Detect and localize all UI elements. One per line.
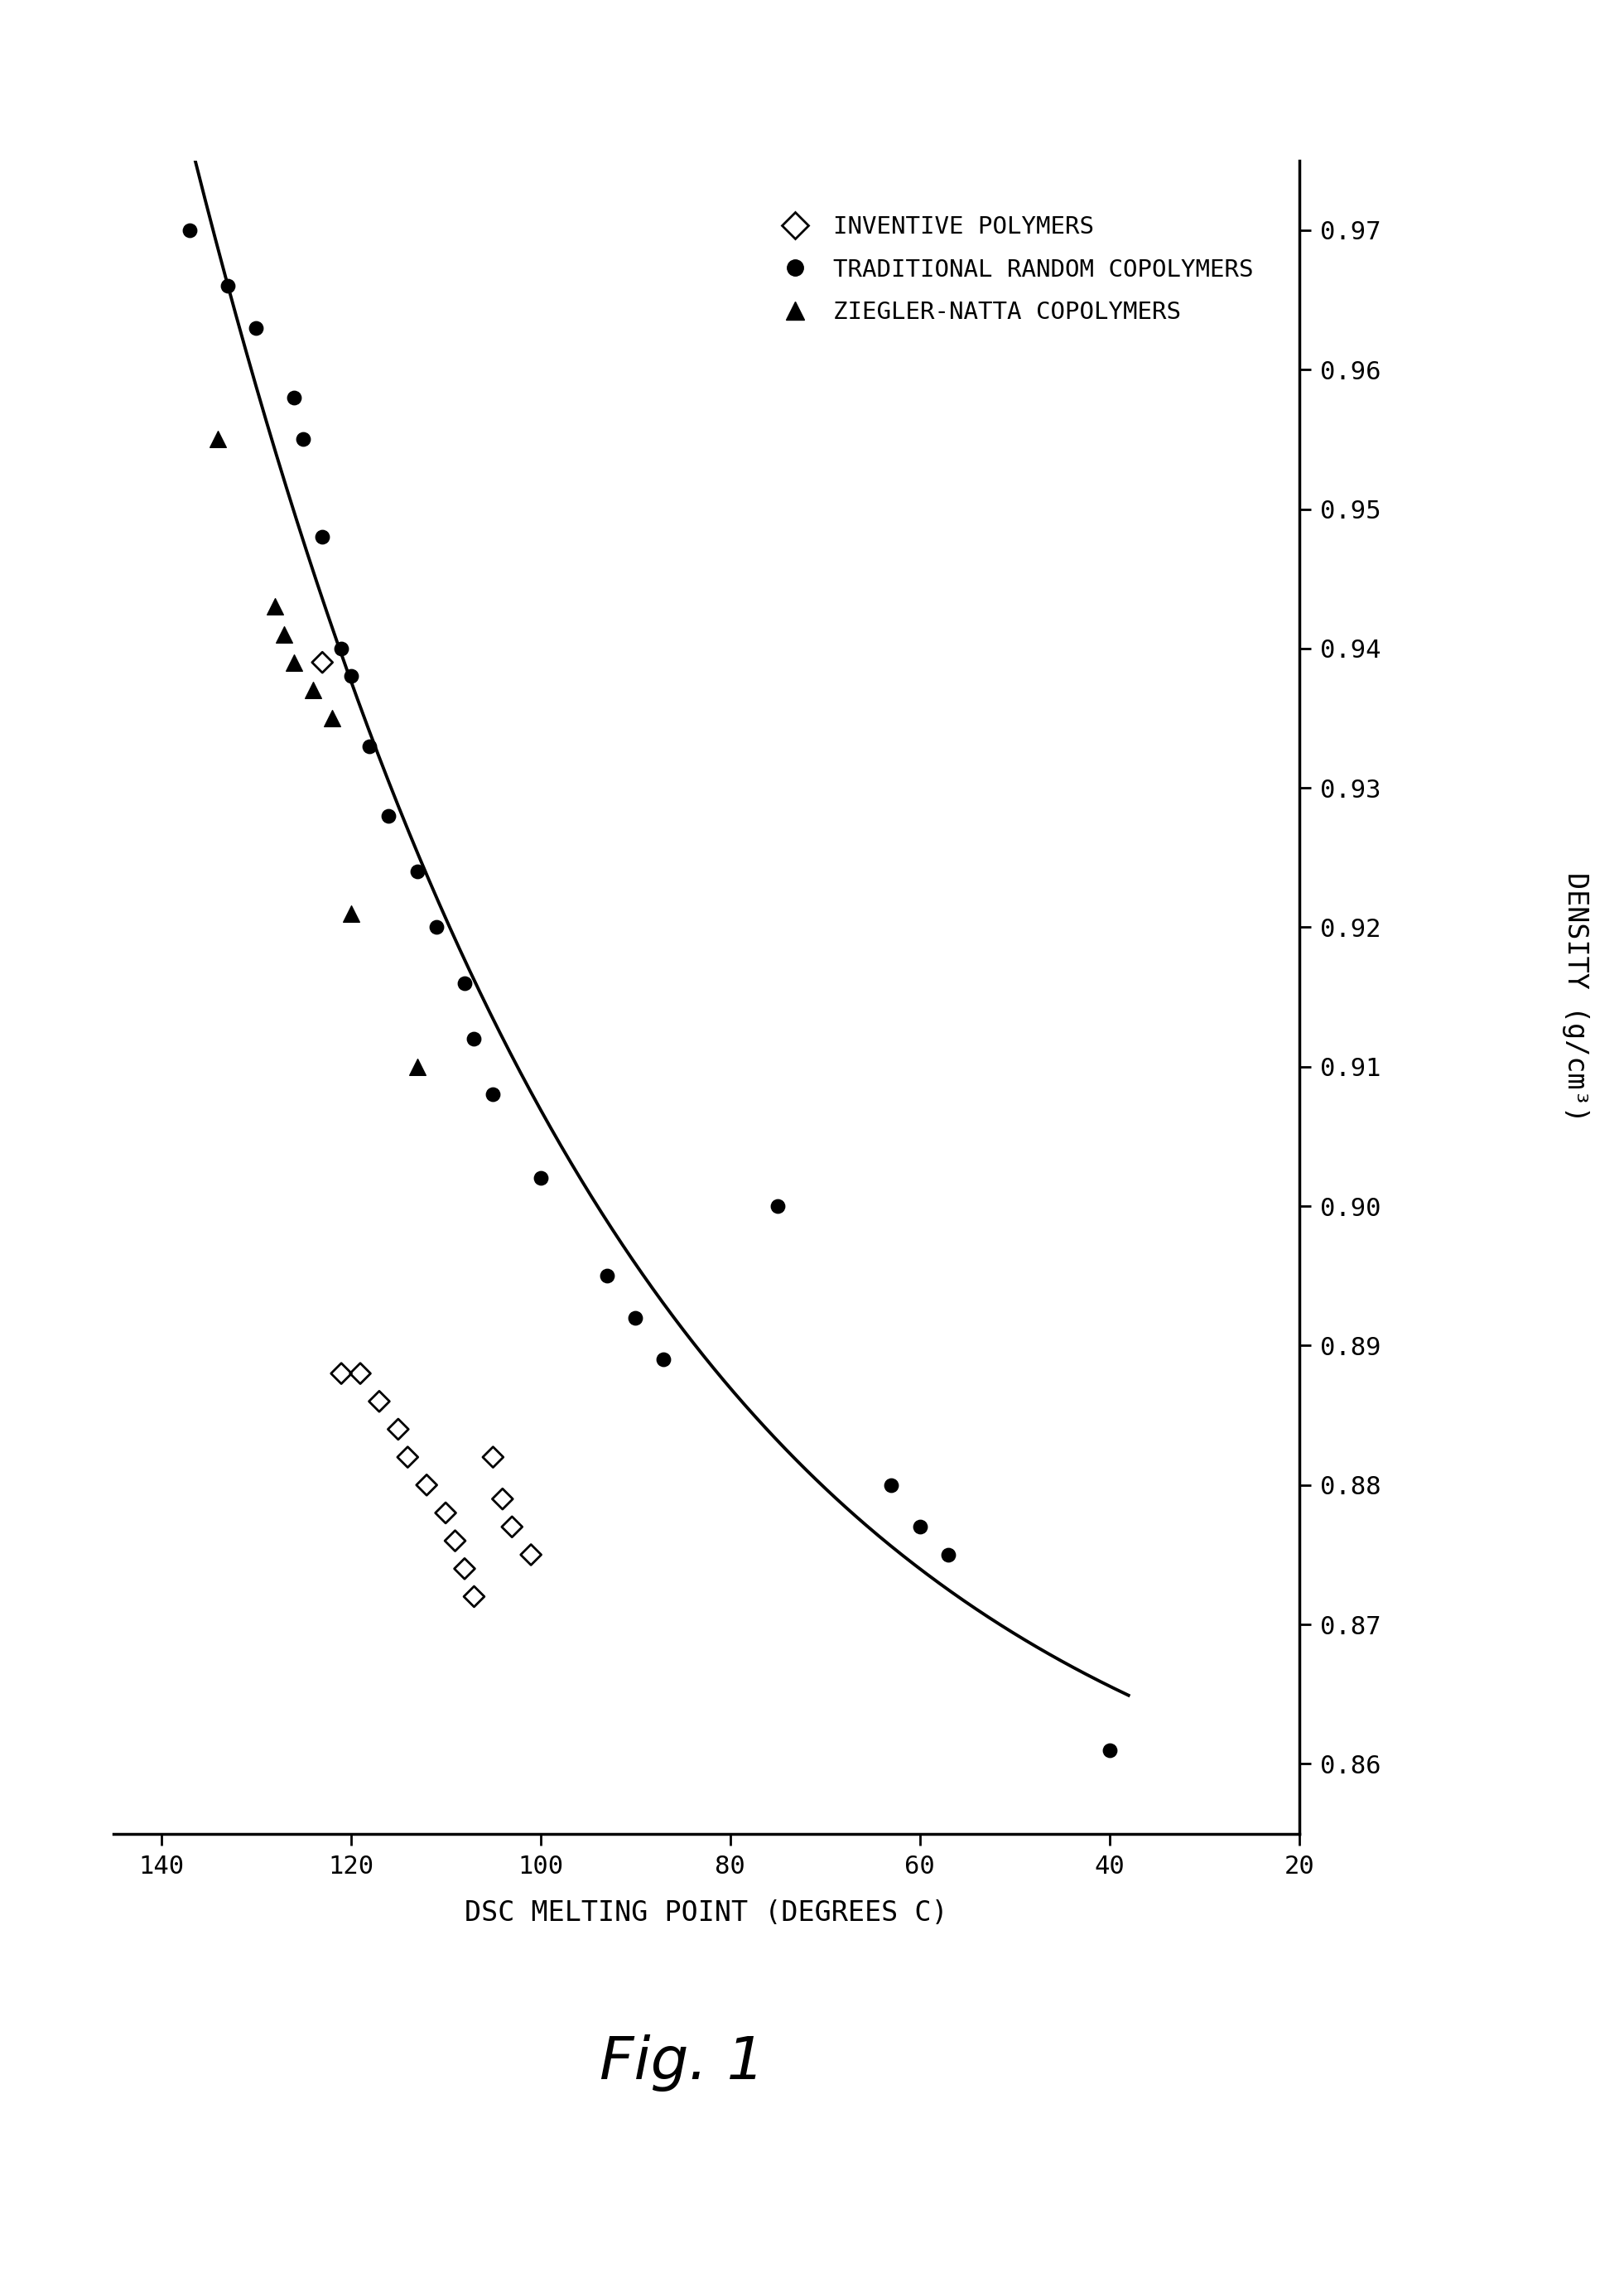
Point xyxy=(451,1549,477,1586)
Point xyxy=(481,1439,507,1476)
Point xyxy=(338,894,364,931)
Point xyxy=(309,644,335,681)
Point xyxy=(594,1258,620,1295)
Point xyxy=(309,518,335,555)
Point xyxy=(281,644,307,681)
Point xyxy=(528,1160,554,1196)
Point xyxy=(622,1300,648,1336)
Point xyxy=(481,1077,507,1114)
Point xyxy=(318,699,344,736)
Point xyxy=(244,309,270,346)
Point xyxy=(765,1187,791,1224)
Point xyxy=(442,1522,468,1559)
Point xyxy=(328,630,354,667)
Point xyxy=(177,211,203,248)
Point xyxy=(205,422,231,458)
Point xyxy=(367,1382,393,1419)
Point xyxy=(935,1536,961,1572)
Point xyxy=(385,1412,411,1449)
Point xyxy=(328,1355,354,1391)
Point xyxy=(906,1508,932,1545)
Legend: INVENTIVE POLYMERS, TRADITIONAL RANDOM COPOLYMERS, ZIEGLER-NATTA COPOLYMERS: INVENTIVE POLYMERS, TRADITIONAL RANDOM C… xyxy=(771,206,1263,335)
Point xyxy=(338,658,364,694)
Point xyxy=(432,1494,458,1531)
Point xyxy=(214,268,240,305)
Point xyxy=(489,1481,515,1517)
Text: DENSITY (g/cm³): DENSITY (g/cm³) xyxy=(1562,871,1588,1123)
Point xyxy=(300,672,326,708)
Point xyxy=(348,1355,374,1391)
Point xyxy=(281,378,307,415)
Point xyxy=(261,589,287,626)
Text: Fig. 1: Fig. 1 xyxy=(599,2035,765,2090)
Point xyxy=(375,798,401,834)
Point xyxy=(404,1047,430,1084)
Point xyxy=(414,1467,440,1504)
Point xyxy=(461,1020,487,1057)
Point xyxy=(395,1439,421,1476)
Point xyxy=(651,1341,677,1377)
Point xyxy=(404,853,430,889)
Point xyxy=(879,1467,905,1504)
Point xyxy=(518,1536,544,1572)
Point xyxy=(291,422,317,458)
Point xyxy=(424,910,450,947)
X-axis label: DSC MELTING POINT (DEGREES C): DSC MELTING POINT (DEGREES C) xyxy=(464,1900,948,1925)
Point xyxy=(451,965,477,1002)
Point xyxy=(271,617,297,653)
Point xyxy=(499,1508,525,1545)
Point xyxy=(1096,1733,1122,1769)
Point xyxy=(357,727,383,763)
Point xyxy=(461,1579,487,1616)
